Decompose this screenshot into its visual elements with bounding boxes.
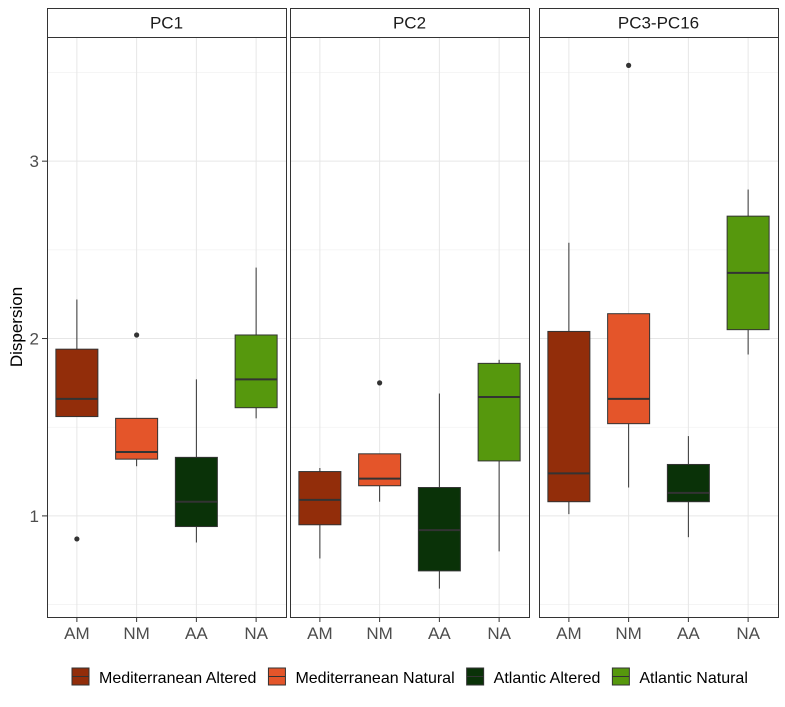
x-tick-label: NA [244, 624, 268, 643]
x-tick-label: AM [307, 624, 333, 643]
box-am [55, 299, 99, 542]
box-aa [666, 436, 710, 538]
panels-layer: PC1 AM NM AA NA PC2 AM NM AA NA PC3-PC16 AM NM AA NA [47, 8, 779, 643]
box-body [477, 362, 521, 462]
legend: Mediterranean Altered Mediterranean Natur… [71, 667, 748, 687]
facet-title: PC2 [393, 14, 426, 33]
legend-label: Atlantic Altered [494, 670, 601, 687]
box-body [358, 453, 402, 487]
box-body [174, 456, 218, 528]
x-tick-label: NM [123, 624, 149, 643]
box-body [607, 313, 651, 425]
box-aa [174, 379, 218, 543]
box-body [298, 471, 342, 526]
box-am [298, 468, 342, 559]
x-tick-label: AA [428, 624, 451, 643]
legend-item: Mediterranean Natural [267, 667, 455, 687]
box-body [234, 334, 278, 409]
legend-item: Atlantic Altered [466, 667, 601, 687]
box-body [55, 348, 99, 418]
outlier-point [134, 332, 140, 338]
panel-border [539, 37, 779, 618]
facet-strip [47, 8, 287, 38]
panel-border [47, 37, 287, 618]
box-nm [607, 62, 651, 488]
box-body [666, 463, 710, 503]
box-na [234, 267, 278, 419]
y-tick-label: 3 [30, 152, 39, 171]
outlier-point [377, 380, 383, 386]
box-nm [115, 332, 159, 467]
x-tick-label: AM [64, 624, 90, 643]
x-tick-label: AM [556, 624, 582, 643]
box-nm [358, 380, 402, 502]
y-axis-label: Dispersion [7, 287, 26, 367]
x-tick-label: NM [366, 624, 392, 643]
x-tick-label: AA [185, 624, 208, 643]
legend-item: Mediterranean Altered [71, 667, 256, 687]
legend-label: Atlantic Natural [639, 670, 748, 687]
box-na [726, 189, 770, 355]
x-tick-label: AA [677, 624, 700, 643]
facet-title: PC1 [150, 14, 183, 33]
box-am [547, 242, 591, 515]
facet-strip [539, 8, 779, 38]
box-aa [417, 393, 461, 589]
gridlines [47, 37, 286, 617]
box-body [547, 330, 591, 503]
panel-border [290, 37, 530, 618]
y-axis: 1 2 3 [30, 152, 47, 526]
x-tick-label: NM [615, 624, 641, 643]
facet-panel: PC2 AM NM AA NA [290, 8, 530, 643]
gridlines [290, 37, 529, 617]
outlier-point [74, 536, 80, 542]
x-tick-label: NA [487, 624, 511, 643]
y-tick-label: 1 [30, 507, 39, 526]
outlier-point [626, 62, 632, 68]
facet-title: PC3-PC16 [618, 14, 699, 33]
legend-label: Mediterranean Natural [295, 670, 454, 687]
box-na [477, 359, 521, 552]
facet-strip [290, 8, 530, 38]
x-tick-label: NA [736, 624, 760, 643]
y-tick-label: 2 [30, 330, 39, 349]
legend-item: Atlantic Natural [611, 667, 748, 687]
facet-panel: PC3-PC16 AM NM AA NA [539, 8, 779, 643]
facet-panel: PC1 AM NM AA NA [47, 8, 287, 643]
legend-label: Mediterranean Altered [99, 670, 256, 687]
